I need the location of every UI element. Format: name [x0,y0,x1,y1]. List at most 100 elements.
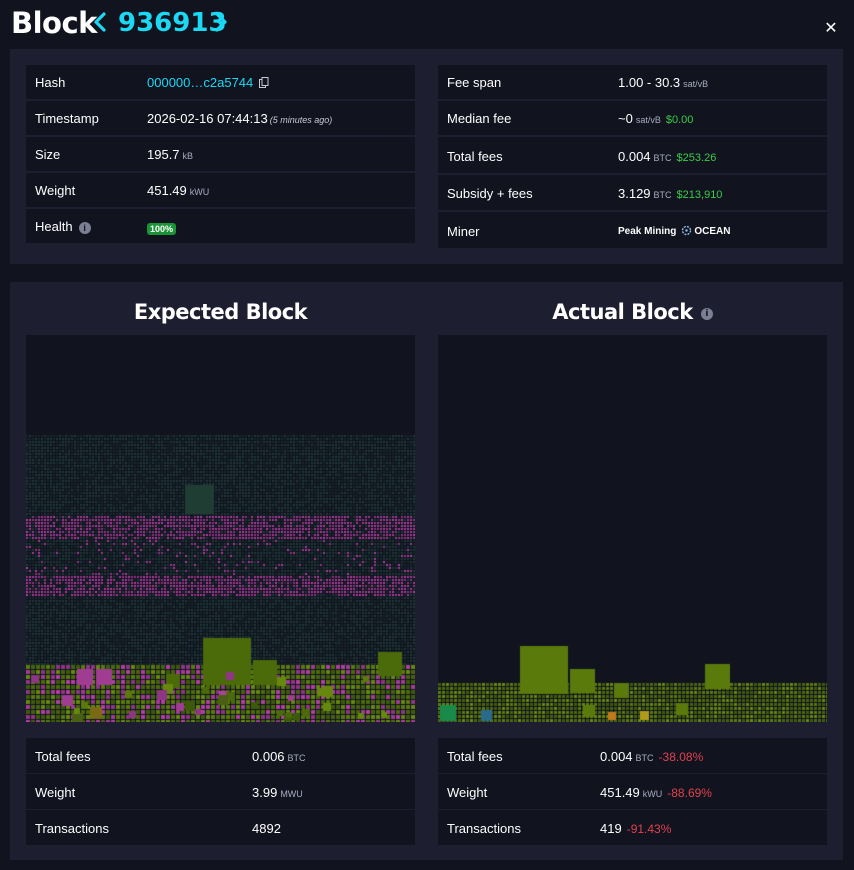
detail-label: Miner [447,224,480,239]
miner-name[interactable]: Peak Mining [618,226,677,237]
expected-stat-total-fees: Total fees 0.006 BTC [26,738,415,773]
stat-value: 419 -91.43% [600,821,671,836]
hash-value: 000000…c2a5744 [147,75,269,90]
stat-delta: -91.43% [626,822,672,836]
detail-label: Weight [35,183,76,198]
detail-row-fee-span: Fee span 1.00 - 30.3 sat/vB [438,65,827,99]
stat-number: 3.99 [252,785,278,800]
detail-row-health: Health i 100% [26,209,415,243]
block-hash-link[interactable]: 000000…c2a5744 [147,75,254,90]
total-fees-number: 0.004 [618,149,651,164]
detail-row-median-fee: Median fee ~0 sat/vB $0.00 [438,101,827,135]
size-unit: kB [182,151,194,161]
actual-block-visualization[interactable] [438,335,827,722]
stat-label: Transactions [447,821,521,836]
median-fee-number: ~0 [618,111,633,126]
pool-name[interactable]: OCEAN [694,226,731,237]
expected-block-title: Expected Block [133,300,308,324]
stat-label: Total fees [35,749,91,764]
info-icon[interactable]: i [700,308,713,320]
detail-label: Health i [35,219,91,234]
detail-row-subsidy-fees: Subsidy + fees 3.129 BTC $213,910 [438,175,827,210]
median-fee-value: ~0 sat/vB $0.00 [618,111,693,126]
stat-label: Total fees [447,749,503,764]
detail-label: Hash [35,75,66,90]
stat-label: Transactions [35,821,109,836]
stat-unit: kWU [642,789,663,799]
stat-unit: BTC [287,753,306,763]
subsidy-fees-number: 3.129 [618,186,651,201]
subsidy-fees-usd: $213,910 [676,189,723,201]
total-fees-value: 0.004 BTC $253.26 [618,149,716,164]
stat-value: 451.49 kWU -88.69% [600,785,712,800]
health-badge: 100% [147,223,177,235]
chevron-right-icon [215,12,227,32]
timestamp-text: 2026-02-16 07:44:13 [147,111,268,126]
stat-label: Weight [447,785,488,800]
stat-unit: BTC [635,753,654,763]
health-label: Health [35,219,73,234]
detail-row-size: Size 195.7 kB [26,137,415,171]
weight-value: 451.49 kWU [147,183,209,198]
health-value: 100% [147,220,177,235]
close-button[interactable]: ✕ [823,20,839,38]
subsidy-fees-unit: BTC [653,190,672,200]
detail-label: Fee span [447,75,502,90]
actual-stat-total-fees: Total fees 0.004 BTC -38.08% [438,738,827,773]
page-header: Block 936913 ✕ [0,0,854,48]
detail-label: Median fee [447,111,512,126]
stat-value: 0.006 BTC [252,749,306,764]
stat-value: 3.99 MWU [252,785,303,800]
detail-label: Total fees [447,149,503,164]
detail-label: Subsidy + fees [447,186,533,201]
stat-number: 0.006 [252,749,285,764]
timestamp-relative: (5 minutes ago) [269,115,333,125]
stat-delta: -88.69% [667,786,712,800]
chevron-left-icon [94,12,106,32]
block-height: 936913 [118,8,227,38]
detail-row-weight: Weight 451.49 kWU [26,173,415,207]
actual-stat-transactions: Transactions 419 -91.43% [438,810,827,845]
total-fees-usd: $253.26 [676,152,717,164]
median-fee-usd: $0.00 [665,114,694,126]
miner-value: Peak Mining OCEAN [618,225,730,237]
subsidy-fees-value: 3.129 BTC $213,910 [618,186,722,201]
ocean-pool-icon [682,225,692,236]
actual-block-canvas[interactable] [438,335,827,722]
expected-stat-weight: Weight 3.99 MWU [26,774,415,809]
copy-icon[interactable] [259,77,269,88]
weight-unit: kWU [189,187,210,197]
detail-row-total-fees: Total fees 0.004 BTC $253.26 [438,137,827,173]
detail-row-hash: Hash 000000…c2a5744 [26,65,415,99]
detail-label: Timestamp [35,111,99,126]
detail-row-timestamp: Timestamp 2026-02-16 07:44:13 (5 minutes … [26,101,415,135]
detail-row-miner: Miner Peak Mining OCEAN [438,212,827,248]
expected-block-visualization[interactable] [26,335,415,722]
fee-span-number: 1.00 - 30.3 [618,75,681,90]
close-icon: ✕ [824,20,838,37]
expected-stat-transactions: Transactions 4892 [26,810,415,845]
stat-number: 0.004 [600,749,633,764]
weight-number: 451.49 [147,183,187,198]
next-block-button[interactable] [213,8,229,36]
stat-number: 419 [600,821,622,836]
size-value: 195.7 kB [147,147,193,162]
stat-label: Weight [35,785,76,800]
expected-block-canvas[interactable] [26,335,415,722]
info-icon[interactable]: i [78,222,91,234]
fee-span-unit: sat/vB [683,79,709,89]
stat-unit: MWU [280,789,303,799]
actual-block-title: Actual Block i [438,300,827,324]
previous-block-button[interactable] [92,8,108,36]
stat-delta: -38.08% [658,750,704,764]
page-title: Block [11,6,97,40]
fee-span-value: 1.00 - 30.3 sat/vB [618,75,708,90]
block-details-panel: Hash 000000…c2a5744 Timestamp 2026-02-16… [10,49,843,264]
stat-value: 0.004 BTC -38.08% [600,749,703,764]
median-fee-unit: sat/vB [635,115,661,125]
total-fees-unit: BTC [653,153,672,163]
detail-label: Size [35,147,61,162]
actual-block-title-text: Actual Block [552,300,693,324]
timestamp-value: 2026-02-16 07:44:13 (5 minutes ago) [147,111,332,126]
stat-value: 4892 [252,821,281,836]
